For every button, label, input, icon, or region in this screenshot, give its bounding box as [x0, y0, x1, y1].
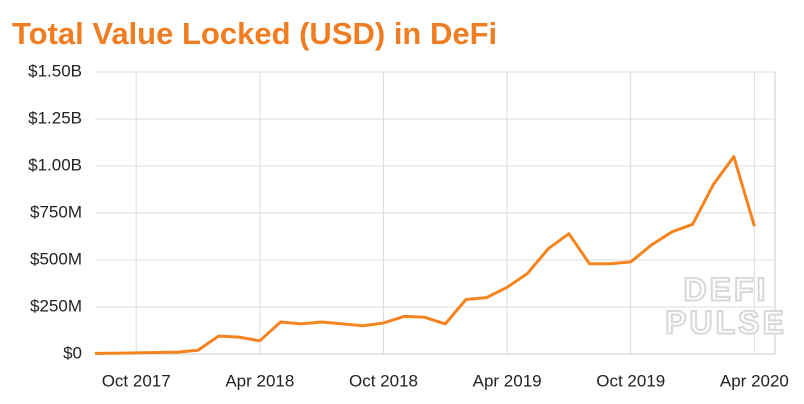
data-line	[94, 155, 756, 355]
y-tick-label: $1.25B	[28, 108, 82, 127]
y-tick-label: $1.00B	[28, 155, 82, 174]
y-tick-label: $0	[63, 343, 82, 362]
watermark: PULSE	[665, 304, 787, 340]
y-tick-label: $250M	[30, 296, 82, 315]
x-tick-label: Oct 2019	[596, 371, 665, 390]
x-tick-label: Apr 2018	[225, 371, 294, 390]
x-tick-label: Apr 2019	[473, 371, 542, 390]
chart-title: Total Value Locked (USD) in DeFi	[12, 16, 497, 51]
x-tick-label: Apr 2020	[720, 371, 789, 390]
y-tick-label: $1.50B	[28, 61, 82, 80]
y-tick-label: $750M	[30, 202, 82, 221]
y-tick-label: $500M	[30, 249, 82, 268]
x-tick-label: Oct 2018	[349, 371, 418, 390]
x-tick-label: Oct 2017	[102, 371, 171, 390]
watermark: DEFI	[684, 271, 769, 307]
